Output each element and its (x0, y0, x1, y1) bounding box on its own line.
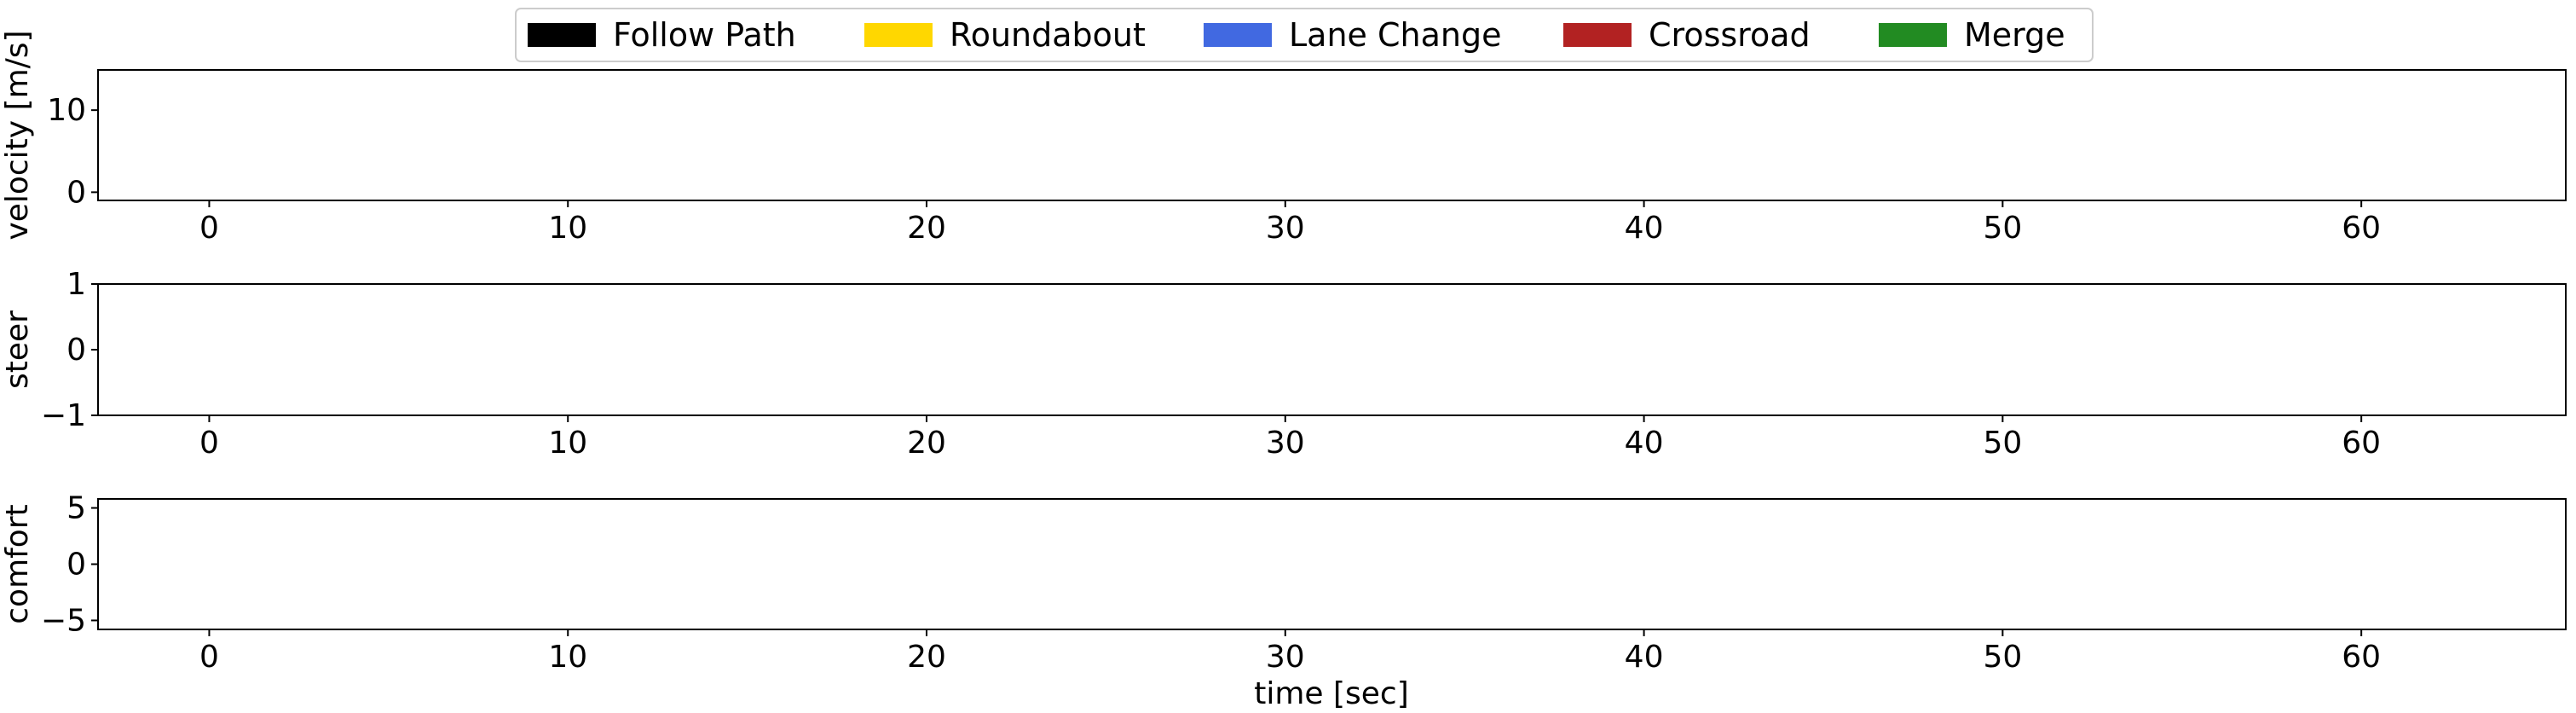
x-tick-label: 50 (1983, 211, 2022, 246)
x-tick-label: 0 (199, 211, 219, 246)
legend-item-follow-path: Follow Path (528, 16, 796, 54)
y-tick-label: 0 (66, 333, 86, 368)
x-tick-label: 20 (907, 426, 946, 461)
x-tick-label: 40 (1625, 640, 1664, 675)
x-tick-label: 10 (548, 211, 587, 246)
panel-velocity: 0 10 20 30 40 50 60 0 10 velocity [m/s] (0, 30, 2567, 246)
x-tick-label: 30 (1266, 211, 1305, 246)
y-tick-label: 10 (47, 93, 86, 128)
legend-swatch (1879, 23, 1947, 47)
y-tick-label: −1 (41, 398, 86, 433)
y-tick-label: 0 (66, 175, 86, 210)
x-tick-label: 20 (907, 211, 946, 246)
legend-box (515, 8, 2094, 62)
y-axis-label-steer: steer (0, 310, 35, 389)
x-tick-label: 30 (1266, 640, 1305, 675)
axes-frame (97, 498, 2567, 630)
legend-swatch (1204, 23, 1272, 47)
y-tick-label: 5 (66, 491, 86, 526)
y-tick-label: 1 (66, 267, 86, 302)
y-tick-label: 0 (66, 548, 86, 583)
y-tick-label: −5 (41, 603, 86, 638)
legend-item-lane-change: Lane Change (1204, 16, 1502, 54)
x-tick-label: 10 (548, 640, 587, 675)
x-tick-label: 60 (2342, 211, 2381, 246)
legend-label: Follow Path (613, 16, 796, 54)
legend-item-crossroad: Crossroad (1563, 16, 1811, 54)
panel-comfort: 0 10 20 30 40 50 60 −5 0 5 comfort (0, 491, 2567, 675)
x-tick-label: 0 (199, 640, 219, 675)
legend-swatch (1563, 23, 1632, 47)
axes-frame (97, 69, 2567, 201)
x-tick-label: 30 (1266, 426, 1305, 461)
y-axis-label-comfort: comfort (0, 504, 35, 624)
panel-steer: 0 10 20 30 40 50 60 −1 0 1 steer (0, 267, 2567, 461)
legend: Follow Path Roundabout Lane Change Crossroa… (515, 8, 2094, 62)
x-tick-label: 50 (1983, 426, 2022, 461)
legend-label: Lane Change (1289, 16, 1502, 54)
x-tick-label: 40 (1625, 211, 1664, 246)
y-axis-label-velocity: velocity [m/s] (0, 30, 35, 240)
axes-frame (97, 283, 2567, 416)
legend-label: Crossroad (1649, 16, 1811, 54)
legend-swatch (864, 23, 933, 47)
x-tick-label: 20 (907, 640, 946, 675)
x-tick-label: 40 (1625, 426, 1664, 461)
x-tick-label: 50 (1983, 640, 2022, 675)
legend-swatch (528, 23, 596, 47)
legend-item-merge: Merge (1879, 16, 2065, 54)
legend-label: Merge (1964, 16, 2065, 54)
x-tick-label: 60 (2342, 640, 2381, 675)
legend-label: Roundabout (950, 16, 1146, 54)
x-axis-label: time [sec] (1254, 676, 1409, 711)
legend-item-roundabout: Roundabout (864, 16, 1146, 54)
x-tick-label: 10 (548, 426, 587, 461)
x-tick-label: 60 (2342, 426, 2381, 461)
x-tick-label: 0 (199, 426, 219, 461)
